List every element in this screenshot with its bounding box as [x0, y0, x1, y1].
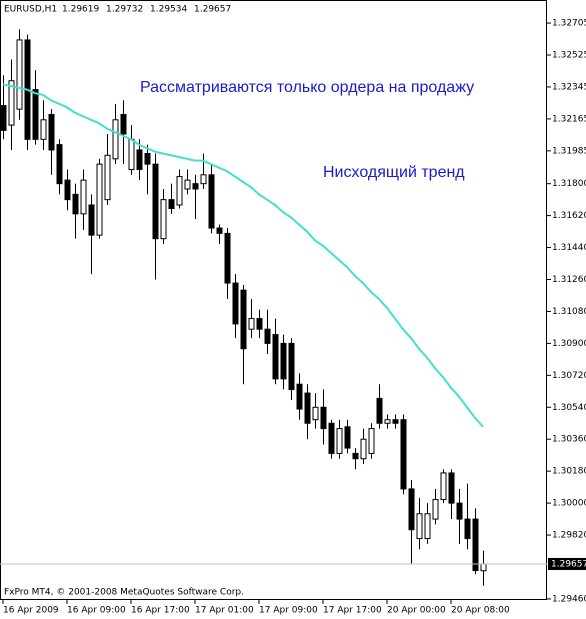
y-tick-label: 1.30540	[552, 403, 586, 413]
bull-body	[40, 119, 47, 140]
bear-body	[400, 419, 407, 490]
bear-body	[304, 392, 311, 424]
copyright: FxPro MT4, © 2001-2008 MetaQuotes Softwa…	[4, 588, 244, 598]
price-label-box	[548, 557, 586, 570]
bear-body	[448, 472, 455, 504]
header-open: 1.29619	[62, 5, 99, 15]
bull-body	[424, 513, 431, 540]
bull-body	[360, 438, 367, 460]
bear-body	[296, 383, 303, 410]
bear-body	[392, 419, 399, 424]
x-tick-label: 17 Apr 01:00	[195, 606, 254, 616]
header-close: 1.29657	[194, 5, 231, 15]
bear-body	[280, 342, 287, 380]
header-low: 1.29534	[150, 5, 187, 15]
bear-body	[56, 144, 63, 185]
bear-body	[152, 163, 159, 240]
bear-body	[352, 452, 359, 460]
y-tick-label: 1.31620	[552, 211, 586, 221]
x-tick-label: 17 Apr 09:00	[259, 606, 318, 616]
bull-body	[480, 563, 487, 572]
bear-body	[464, 518, 471, 540]
bull-body	[432, 499, 439, 520]
y-tick-label: 1.31260	[552, 275, 586, 285]
bull-body	[200, 174, 207, 185]
x-tick-label: 20 Apr 00:00	[387, 606, 446, 616]
bear-body	[0, 105, 7, 131]
bear-body	[240, 289, 247, 350]
bear-body	[72, 193, 79, 215]
bear-body	[208, 174, 215, 229]
bull-body	[16, 39, 23, 110]
bear-body	[344, 426, 351, 449]
bear-body	[408, 488, 415, 531]
x-tick-label: 17 Apr 17:00	[323, 606, 382, 616]
header-high: 1.29732	[106, 5, 143, 15]
y-tick-label: 1.31440	[552, 243, 586, 253]
x-tick-label: 16 Apr 17:00	[131, 606, 190, 616]
bear-body	[144, 153, 151, 165]
bull-body	[440, 472, 447, 501]
bull-body	[368, 428, 375, 454]
y-tick-label: 1.30360	[552, 435, 586, 445]
bull-body	[312, 406, 319, 421]
bear-body	[168, 199, 175, 210]
bull-body	[104, 154, 111, 201]
y-tick-label: 1.30720	[552, 371, 586, 381]
bear-body	[64, 179, 71, 201]
x-tick-label: 16 Apr 2009	[3, 606, 59, 616]
bear-body	[32, 89, 39, 140]
bear-body	[136, 149, 143, 170]
bull-body	[184, 179, 191, 190]
y-tick-label: 1.30180	[552, 467, 586, 477]
bull-body	[128, 138, 135, 170]
bear-body	[272, 334, 279, 380]
moving-average	[2, 83, 484, 428]
bear-body	[232, 282, 239, 325]
y-tick-label: 1.31080	[552, 307, 586, 317]
symbol: EURUSD,H1	[4, 5, 57, 15]
bear-body	[376, 397, 383, 424]
x-tick-label: 16 Apr 09:00	[67, 606, 126, 616]
bull-body	[80, 179, 87, 215]
bull-body	[96, 163, 103, 236]
y-tick-label: 1.30000	[552, 499, 586, 509]
y-tick-label: 1.30900	[552, 339, 586, 349]
y-tick-label: 1.32165	[552, 114, 586, 124]
bear-body	[320, 406, 327, 430]
bear-body	[288, 342, 295, 391]
bull-body	[8, 80, 15, 126]
bear-body	[48, 113, 55, 151]
bear-body	[328, 422, 335, 454]
bull-body	[248, 318, 255, 330]
bear-body	[256, 318, 263, 330]
bear-body	[192, 183, 199, 190]
bear-body	[224, 232, 231, 284]
x-tick-label: 20 Apr 08:00	[451, 606, 510, 616]
y-tick-label: 1.31985	[552, 146, 586, 156]
bull-body	[160, 199, 167, 240]
bear-body	[216, 227, 223, 234]
y-tick-label: 1.29460	[552, 594, 586, 604]
bear-body	[88, 204, 95, 236]
plot-frame	[0, 0, 547, 600]
bull-body	[112, 119, 119, 160]
bear-body	[264, 328, 271, 344]
y-tick-label: 1.32705	[552, 19, 586, 29]
bear-body	[120, 113, 127, 135]
bear-body	[472, 518, 479, 572]
y-tick-label: 1.32525	[552, 51, 586, 61]
bull-body	[336, 428, 343, 454]
bull-body	[176, 176, 183, 206]
annotation: Нисходящий тренд	[323, 164, 465, 181]
y-tick-label: 1.32345	[552, 82, 586, 92]
price-label: 1.29657	[551, 559, 586, 569]
y-tick-label: 1.31800	[552, 179, 586, 189]
annotation: Рассматриваются только ордера на продажу	[140, 79, 474, 96]
bull-body	[384, 419, 391, 424]
bull-body	[416, 513, 423, 540]
bear-body	[456, 502, 463, 520]
y-tick-label: 1.29820	[552, 531, 586, 541]
